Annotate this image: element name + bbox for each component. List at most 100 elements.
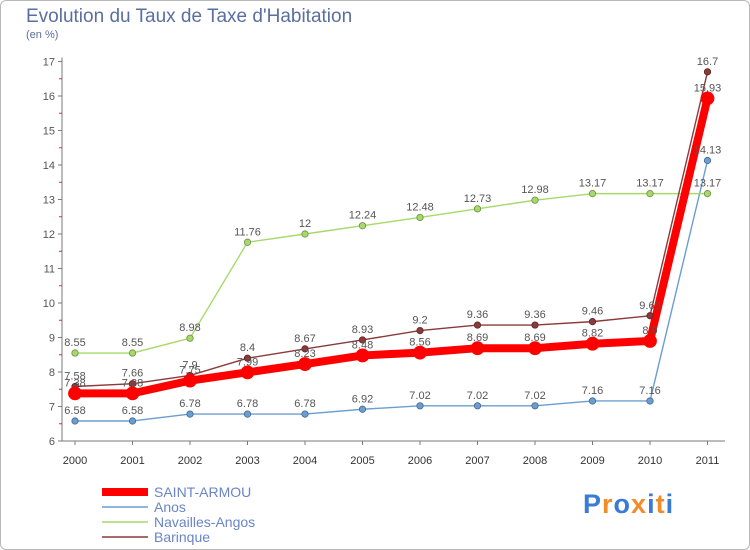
y-tick-label: 14 (43, 160, 55, 172)
data-point (473, 205, 482, 213)
data-point (186, 334, 194, 342)
y-tick-label: 10 (43, 298, 55, 310)
brand-letter: t (655, 489, 666, 519)
data-label: 9.36 (467, 309, 488, 321)
data-label: 8.55 (122, 337, 143, 349)
data-point (703, 156, 712, 165)
data-point (585, 336, 600, 351)
brand-letter: P (583, 489, 603, 519)
y-tick-label: 16 (43, 91, 55, 103)
y-tick-label: 8 (49, 367, 55, 379)
y-tick-label: 15 (43, 126, 55, 138)
series-lines (71, 71, 712, 422)
data-point (128, 417, 137, 425)
data-label: 12.24 (349, 210, 377, 222)
x-tick-label: 2000 (63, 455, 87, 467)
data-point (473, 321, 482, 329)
data-label: 12 (299, 218, 311, 230)
data-point (531, 196, 539, 204)
data-point (355, 348, 370, 363)
axes: 6 7 8 9 10 11 12 13 14 15 16 17 2000 2001 2002 2003 2004… (43, 57, 725, 467)
data-point (416, 213, 424, 222)
data-point (588, 397, 597, 405)
data-label: 7.02 (467, 390, 488, 402)
data-label: 7.99 (237, 356, 258, 368)
data-label: 7.58 (64, 370, 85, 382)
data-label: 7.16 (582, 385, 603, 397)
series-line-barinque (74, 71, 709, 388)
y-tick-label: 17 (43, 57, 55, 69)
data-label: 8.69 (524, 332, 545, 344)
data-label: 9.63 (639, 300, 660, 312)
brand-letter: x (631, 489, 648, 519)
data-point (588, 190, 597, 198)
y-tick-label: 12 (43, 229, 55, 241)
x-tick-label: 2008 (523, 455, 547, 467)
x-tick-label: 2002 (178, 455, 202, 467)
data-label: 6.58 (64, 405, 85, 417)
data-label: 8.55 (64, 337, 85, 349)
data-label: 16.7 (697, 56, 718, 68)
series-points (68, 68, 715, 425)
data-point (358, 336, 367, 344)
data-label: 8.67 (294, 333, 315, 345)
data-point (416, 326, 424, 335)
data-label: 9.36 (524, 309, 545, 321)
legend-label: Navailles-Angos (154, 514, 255, 530)
x-tick-label: 2003 (235, 455, 259, 467)
series-line-saint-armou (71, 94, 712, 398)
data-label: 8.9 (642, 325, 657, 337)
x-tick-label: 2011 (696, 455, 720, 467)
brand-letter: r (602, 489, 614, 519)
data-label: 9.2 (412, 315, 427, 327)
x-tick-label: 2005 (350, 455, 374, 467)
data-point (700, 91, 715, 106)
brand-letter: i (665, 489, 675, 519)
data-label: 12.48 (406, 201, 434, 213)
data-labels: 6.58 6.58 6.78 6.78 6.78 6.92 7.02 7.02 7.02 7.16… (64, 56, 721, 417)
data-label: 6.58 (122, 405, 143, 417)
data-point (470, 341, 485, 356)
data-point (413, 345, 427, 360)
data-point (243, 238, 252, 246)
x-tick-label: 2006 (408, 455, 432, 467)
data-label: 7.75 (179, 365, 200, 377)
data-point (528, 341, 542, 356)
data-label: 12.98 (521, 184, 549, 196)
brand-letter: i (647, 489, 656, 519)
data-point (71, 349, 79, 357)
data-point (703, 68, 712, 76)
data-label: 13.17 (636, 178, 664, 190)
chart-subtitle: (en %) (26, 29, 59, 41)
data-label: 11.76 (234, 226, 261, 238)
brand-logo: Proxiti (583, 489, 674, 520)
data-label: 7.16 (639, 385, 660, 397)
data-label: 9.46 (582, 306, 603, 318)
data-point (128, 349, 137, 357)
data-point (301, 230, 309, 238)
data-label: 7.9 (182, 359, 197, 371)
data-point (240, 365, 255, 380)
data-point (358, 222, 367, 230)
data-point (416, 402, 424, 410)
data-label: 8.4 (240, 342, 255, 354)
data-label: 6.92 (352, 393, 373, 405)
x-tick-label: 2009 (580, 455, 604, 467)
data-label: 8.93 (352, 324, 373, 336)
data-label: 7.02 (524, 390, 545, 402)
data-label: 12.73 (464, 193, 492, 205)
y-tick-label: 13 (43, 195, 55, 207)
data-label: 14.13 (694, 145, 722, 157)
data-point (703, 190, 712, 198)
data-point (298, 357, 312, 371)
data-point (183, 373, 197, 388)
x-tick-label: 2001 (120, 455, 144, 467)
data-label: 7.02 (409, 390, 430, 402)
data-point (301, 410, 309, 418)
data-label: 8.98 (179, 322, 200, 334)
x-tick-label: 2007 (465, 455, 489, 467)
legend-label: Barinque (154, 529, 210, 545)
data-label: 13.17 (694, 178, 722, 190)
